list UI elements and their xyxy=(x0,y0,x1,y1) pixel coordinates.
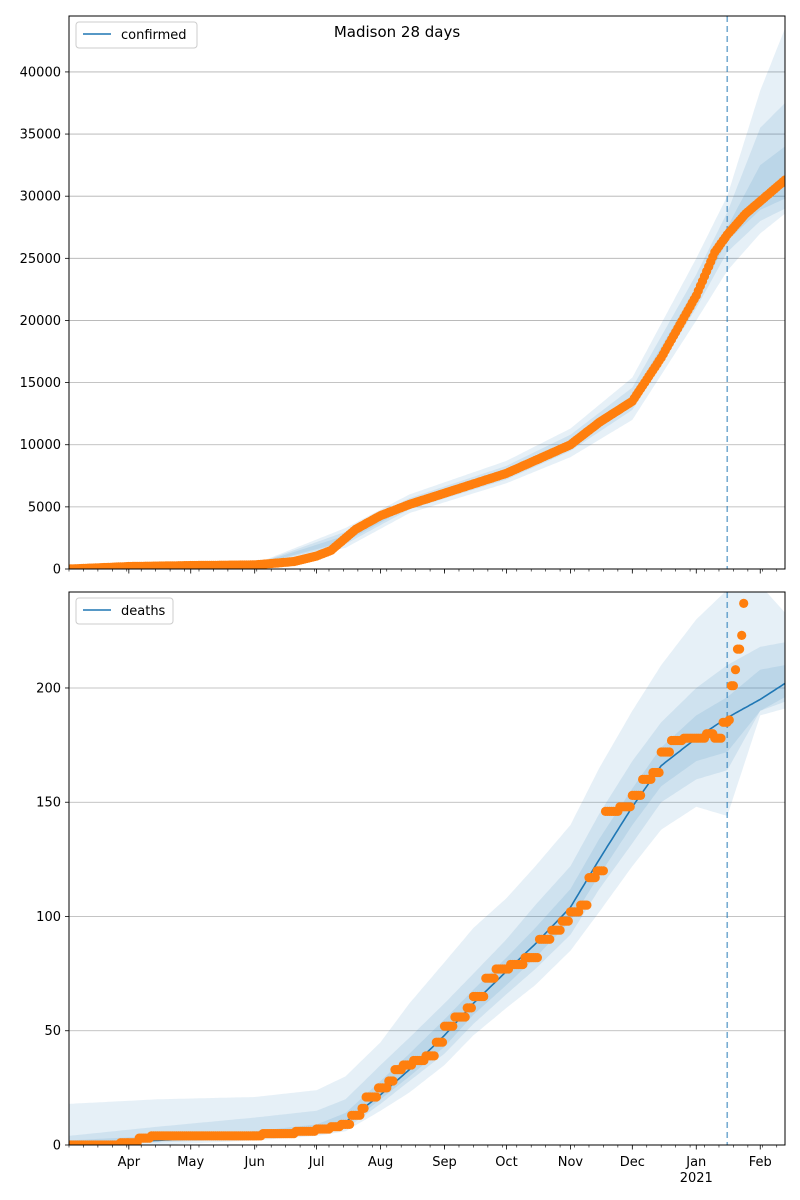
observed-point xyxy=(582,900,592,910)
observed-point xyxy=(532,953,543,963)
observed-point xyxy=(359,1103,369,1113)
observed-point xyxy=(518,959,528,970)
confirmed-legend-label: confirmed xyxy=(121,28,187,43)
confirmed-legend: confirmed xyxy=(75,21,198,49)
observed-point xyxy=(716,733,726,743)
confidence-band xyxy=(69,642,785,1145)
observed-point xyxy=(382,1083,392,1093)
observed-point xyxy=(728,681,739,691)
confidence-band xyxy=(69,28,785,569)
confirmed-legend-box xyxy=(75,21,198,49)
observed-point xyxy=(636,790,646,801)
observed-point xyxy=(460,1012,470,1022)
observed-point xyxy=(737,630,747,641)
x-tick-label: Dec xyxy=(620,1155,645,1170)
confirmed-observed-points xyxy=(69,175,785,569)
observed-point xyxy=(598,866,609,876)
deaths-y-axis: 0 50 100 150 200 xyxy=(36,681,69,1154)
observed-point xyxy=(735,644,745,654)
observed-point xyxy=(466,1003,476,1013)
confirmed-confidence-bands xyxy=(69,28,785,569)
deaths-legend: deaths xyxy=(75,597,174,625)
observed-point xyxy=(664,747,675,757)
observed-point xyxy=(563,916,573,926)
y-tick-label: 0 xyxy=(53,1139,61,1154)
confidence-band xyxy=(69,665,785,1145)
observed-point xyxy=(371,1092,381,1102)
observed-point xyxy=(730,665,741,675)
y-tick-label: 30000 xyxy=(20,190,61,205)
y-tick-label: 40000 xyxy=(20,65,61,80)
observed-point xyxy=(780,175,785,185)
x-tick-label: Sep xyxy=(432,1155,457,1170)
observed-point xyxy=(448,1021,458,1031)
deaths-observed-points xyxy=(69,598,749,1145)
observed-point xyxy=(646,774,656,785)
y-tick-label: 25000 xyxy=(20,252,61,267)
y-tick-label: 20000 xyxy=(20,314,61,329)
y-tick-label: 150 xyxy=(36,796,61,811)
observed-point xyxy=(345,1119,355,1129)
deaths-axes-frame xyxy=(68,591,786,1146)
x-tick-label: Apr xyxy=(118,1155,141,1170)
x-tick-label: Aug xyxy=(368,1155,393,1170)
y-tick-label: 100 xyxy=(36,910,61,925)
deaths-legend-label: deaths xyxy=(121,604,166,619)
observed-point xyxy=(545,934,555,944)
deaths-legend-box xyxy=(75,597,174,625)
observed-point xyxy=(388,1076,398,1086)
x-tick-label: Nov xyxy=(558,1155,584,1170)
y-tick-label: 15000 xyxy=(20,376,61,391)
observed-point xyxy=(654,767,664,778)
observed-point xyxy=(355,1110,365,1120)
observed-point xyxy=(489,973,499,983)
y-tick-label: 0 xyxy=(53,563,61,578)
deaths-confidence-bands xyxy=(69,592,785,1145)
y-tick-label: 5000 xyxy=(28,500,61,515)
x-tick-label: May xyxy=(177,1155,204,1170)
observed-point xyxy=(437,1037,448,1047)
y-tick-label: 10000 xyxy=(20,438,61,453)
confirmed-x-axis xyxy=(68,569,778,574)
x-tick-label: Jul xyxy=(308,1155,325,1170)
x-tick-label: Jun xyxy=(244,1155,265,1170)
observed-point xyxy=(555,925,565,935)
confirmed-y-axis: 0 5000 10000 15000 20000 25000 30000 35000 40000 xyxy=(20,65,69,578)
y-tick-label: 200 xyxy=(36,681,61,696)
y-tick-label: 50 xyxy=(44,1024,61,1039)
confirmed-panel: 0 5000 10000 15000 20000 25000 30000 35000 40000… xyxy=(20,15,786,578)
observed-point xyxy=(739,598,749,609)
x-year-label: 2021 xyxy=(680,1171,713,1186)
confirmed-axes-frame xyxy=(68,15,786,570)
observed-point xyxy=(724,715,734,725)
x-tick-label: Jan xyxy=(685,1155,706,1170)
deaths-panel: 0 50 100 150 200 Apr May Jun Jul Aug Sep Oct Nov Dec… xyxy=(36,591,786,1186)
confidence-band xyxy=(69,592,785,1145)
x-tick-label: Oct xyxy=(495,1155,517,1170)
observed-point xyxy=(429,1051,439,1061)
observed-point xyxy=(625,802,635,812)
observed-point xyxy=(479,991,489,1002)
y-tick-label: 35000 xyxy=(20,128,61,143)
x-tick-label: Feb xyxy=(749,1155,772,1170)
chart-title: Madison 28 days xyxy=(334,23,461,41)
